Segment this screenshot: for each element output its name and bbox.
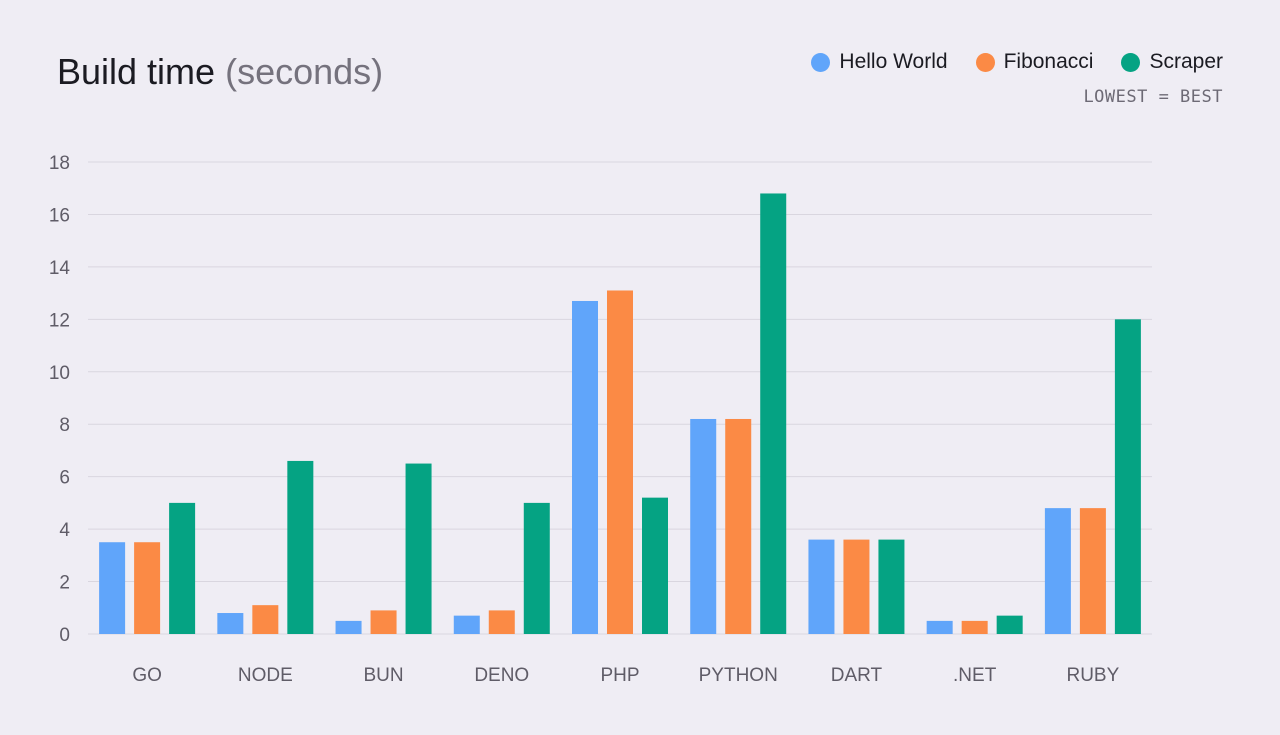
bar — [405, 463, 432, 634]
x-category-label: DART — [831, 665, 883, 686]
y-tick-label: 14 — [49, 258, 71, 279]
bar — [725, 418, 752, 634]
bar — [523, 502, 550, 634]
bar — [1114, 319, 1141, 634]
bar — [607, 290, 633, 634]
y-tick-label: 6 — [59, 468, 70, 489]
bar — [926, 620, 953, 634]
legend-label: Scraper — [1149, 50, 1223, 73]
bar — [1079, 508, 1106, 634]
x-category-label: DENO — [474, 665, 529, 686]
legend-item: Hello World — [811, 50, 948, 74]
y-tick-label: 16 — [49, 205, 70, 226]
x-category-label: NODE — [238, 665, 293, 686]
x-category-label: GO — [132, 665, 162, 686]
legend-label: Fibonacci — [1003, 50, 1094, 73]
bar — [488, 610, 515, 634]
legend-item: Scraper — [1121, 50, 1223, 74]
bar — [878, 539, 905, 634]
bar — [453, 615, 480, 634]
x-category-label: PYTHON — [699, 665, 778, 686]
legend-label: Hello World — [839, 50, 948, 73]
y-tick-label: 8 — [59, 415, 70, 436]
x-category-label: PHP — [600, 665, 639, 686]
bar — [690, 418, 717, 634]
bar — [335, 620, 362, 634]
bar — [808, 539, 835, 634]
bar — [252, 605, 279, 634]
chart-title: Build time (seconds) — [57, 50, 383, 94]
bar — [996, 615, 1023, 634]
bar — [760, 193, 787, 634]
bar — [572, 300, 598, 634]
bar — [134, 542, 161, 634]
legend-swatch — [811, 52, 831, 72]
chart-title-main: Build time — [57, 51, 216, 92]
legend-swatch — [975, 52, 995, 72]
x-category-label: RUBY — [1066, 665, 1119, 686]
y-tick-label: 0 — [59, 625, 70, 646]
x-category-label: BUN — [363, 665, 403, 686]
x-category-label: .NET — [953, 665, 997, 686]
chart-title-unit: (seconds) — [225, 51, 384, 92]
y-tick-label: 18 — [49, 153, 70, 174]
legend: Hello World Fibonacci Scraper — [811, 50, 1223, 74]
bar — [169, 502, 196, 634]
legend-swatch — [1121, 52, 1141, 72]
bar — [1044, 508, 1071, 634]
bar — [99, 542, 126, 634]
legend-item: Fibonacci — [975, 50, 1094, 74]
bar — [217, 613, 244, 634]
bar — [287, 460, 314, 634]
bar — [961, 620, 988, 634]
bar — [843, 539, 870, 634]
bar — [370, 610, 397, 634]
y-tick-label: 4 — [59, 520, 70, 541]
lowest-best-note: LOWEST = BEST — [1083, 87, 1223, 107]
bar — [642, 497, 668, 634]
y-tick-label: 12 — [49, 310, 70, 331]
y-tick-label: 10 — [49, 363, 70, 384]
y-tick-label: 2 — [59, 573, 70, 594]
